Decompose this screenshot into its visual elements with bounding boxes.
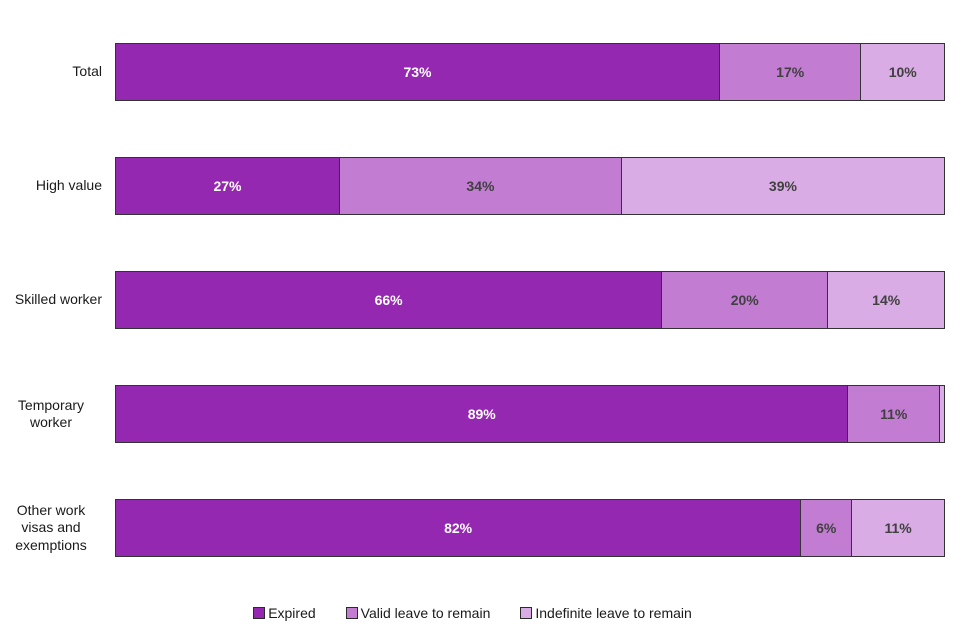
bar-segment-valid-leave-to-remain: 20% [661, 272, 828, 328]
chart-row: Temporary worker 89% 11% [0, 385, 945, 443]
chart-row: Skilled worker 66% 20% 14% [0, 271, 945, 329]
legend-item: Expired [253, 605, 316, 621]
stacked-bar: 66% 20% 14% [115, 271, 945, 329]
category-axis-label-text: Temporary worker [17, 396, 85, 431]
bar-segment-indefinite-leave-to-remain: 10% [860, 44, 944, 100]
bar-segment-indefinite-leave-to-remain: 11% [851, 500, 944, 556]
chart-row: Other work visas and exemptions 82% 6% 11% [0, 499, 945, 557]
bar-segment-valid-leave-to-remain: 17% [718, 44, 861, 100]
chart-row: Total 73% 17% 10% [0, 43, 945, 101]
stacked-bar: 27% 34% 39% [115, 157, 945, 215]
legend: Expired Valid leave to remain Indefinite l… [0, 605, 945, 621]
bar-segment-expired: 82% [116, 500, 801, 556]
bar-segment-indefinite-leave-to-remain: 39% [620, 158, 944, 214]
segment-value-label: 89% [467, 406, 496, 422]
segment-value-label: 20% [730, 292, 759, 308]
legend-label: Indefinite leave to remain [535, 605, 692, 621]
category-axis-label-text: Skilled worker [14, 291, 102, 308]
segment-value-label: 66% [374, 292, 403, 308]
segment-value-label: 11% [884, 520, 912, 536]
segment-value-label: 82% [444, 520, 473, 536]
chart-row: High value 27% 34% 39% [0, 157, 945, 215]
segment-value-label: 27% [213, 178, 242, 194]
segment-value-label: 34% [466, 178, 495, 194]
bar-segment-expired: 66% [116, 272, 662, 328]
plot-area: Total 73% 17% 10% High value 27% 34% 39% Skilled… [0, 43, 945, 621]
stacked-bar: 82% 6% 11% [115, 499, 945, 557]
segment-value-label: 17% [776, 64, 805, 80]
category-axis-label: Temporary worker [0, 397, 115, 432]
legend-label: Valid leave to remain [360, 605, 491, 621]
category-axis-label-text: Total [72, 63, 102, 80]
chart-rows: Total 73% 17% 10% High value 27% 34% 39% Skilled… [0, 43, 945, 557]
stacked-bar: 73% 17% 10% [115, 43, 945, 101]
bar-segment-valid-leave-to-remain: 34% [339, 158, 621, 214]
bar-segment-expired: 89% [116, 386, 848, 442]
category-axis-label: High value [0, 177, 115, 195]
category-axis-label-text: Other work visas and exemptions [15, 501, 87, 553]
bar-segment-valid-leave-to-remain: 11% [847, 386, 939, 442]
category-axis-label: Other work visas and exemptions [0, 502, 115, 555]
legend-swatch-icon [520, 607, 533, 619]
legend-item: Indefinite leave to remain [520, 605, 692, 621]
legend-label: Expired [268, 605, 316, 621]
category-axis-label: Skilled worker [0, 291, 115, 309]
bar-segment-expired: 27% [116, 158, 340, 214]
bar-segment-expired: 73% [116, 44, 719, 100]
stacked-bar: 89% 11% [115, 385, 945, 443]
legend-item: Valid leave to remain [345, 605, 491, 621]
category-axis-label-text: High value [35, 177, 102, 194]
legend-swatch-icon [253, 607, 266, 619]
segment-value-label: 39% [768, 178, 797, 194]
segment-value-label: 6% [816, 520, 837, 536]
category-axis-label: Total [0, 63, 115, 81]
segment-value-label: 11% [880, 406, 908, 422]
segment-value-label: 14% [872, 292, 901, 308]
segment-value-label: 73% [403, 64, 432, 80]
bar-segment-indefinite-leave-to-remain [938, 386, 944, 442]
legend-swatch-icon [345, 607, 358, 619]
bar-segment-valid-leave-to-remain: 6% [800, 500, 852, 556]
segment-value-label: 10% [888, 64, 917, 80]
bar-segment-indefinite-leave-to-remain: 14% [827, 272, 944, 328]
